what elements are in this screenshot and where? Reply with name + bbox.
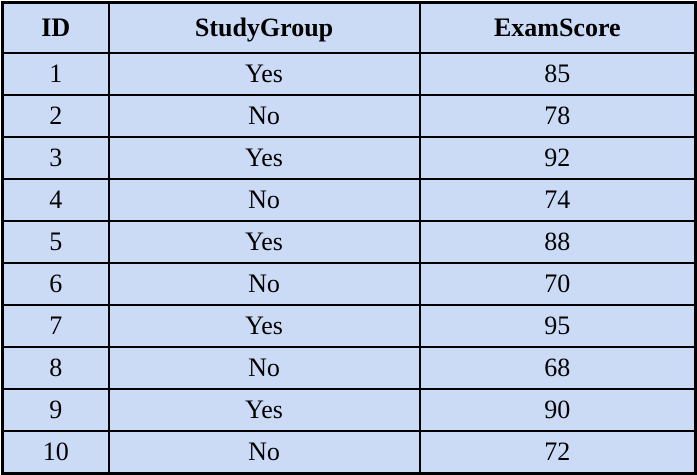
cell-id: 6 [1, 262, 110, 306]
table-row: 6 No 70 [1, 262, 697, 306]
table-row: 10 No 72 [1, 430, 697, 475]
cell-study-group: No [107, 346, 421, 390]
table-row: 2 No 78 [1, 94, 697, 138]
column-header-group: StudyGroup [107, 1, 421, 54]
cell-id: 4 [1, 178, 110, 222]
cell-study-group: Yes [107, 52, 421, 96]
cell-exam-score: 68 [418, 346, 697, 390]
column-header-id: ID [1, 1, 110, 54]
cell-study-group: Yes [107, 220, 421, 264]
table-row: 3 Yes 92 [1, 136, 697, 180]
table-row: 4 No 74 [1, 178, 697, 222]
cell-exam-score: 85 [418, 52, 697, 96]
cell-id: 9 [1, 388, 110, 432]
cell-id: 1 [1, 52, 110, 96]
cell-study-group: Yes [107, 304, 421, 348]
cell-study-group: No [107, 94, 421, 138]
cell-study-group: Yes [107, 136, 421, 180]
cell-id: 7 [1, 304, 110, 348]
cell-study-group: No [107, 262, 421, 306]
table-row: 8 No 68 [1, 346, 697, 390]
cell-study-group: No [107, 430, 421, 475]
cell-id: 8 [1, 346, 110, 390]
column-header-score: ExamScore [418, 1, 697, 54]
table-row: 7 Yes 95 [1, 304, 697, 348]
cell-exam-score: 78 [418, 94, 697, 138]
cell-id: 2 [1, 94, 110, 138]
cell-exam-score: 90 [418, 388, 697, 432]
cell-exam-score: 72 [418, 430, 697, 475]
cell-exam-score: 88 [418, 220, 697, 264]
table-row: 5 Yes 88 [1, 220, 697, 264]
cell-id: 10 [1, 430, 110, 475]
cell-exam-score: 70 [418, 262, 697, 306]
table-row: 1 Yes 85 [1, 52, 697, 96]
cell-id: 3 [1, 136, 110, 180]
cell-exam-score: 95 [418, 304, 697, 348]
cell-study-group: No [107, 178, 421, 222]
table-header-row: ID StudyGroup ExamScore [1, 1, 697, 54]
cell-id: 5 [1, 220, 110, 264]
cell-exam-score: 92 [418, 136, 697, 180]
cell-study-group: Yes [107, 388, 421, 432]
table-row: 9 Yes 90 [1, 388, 697, 432]
cell-exam-score: 74 [418, 178, 697, 222]
